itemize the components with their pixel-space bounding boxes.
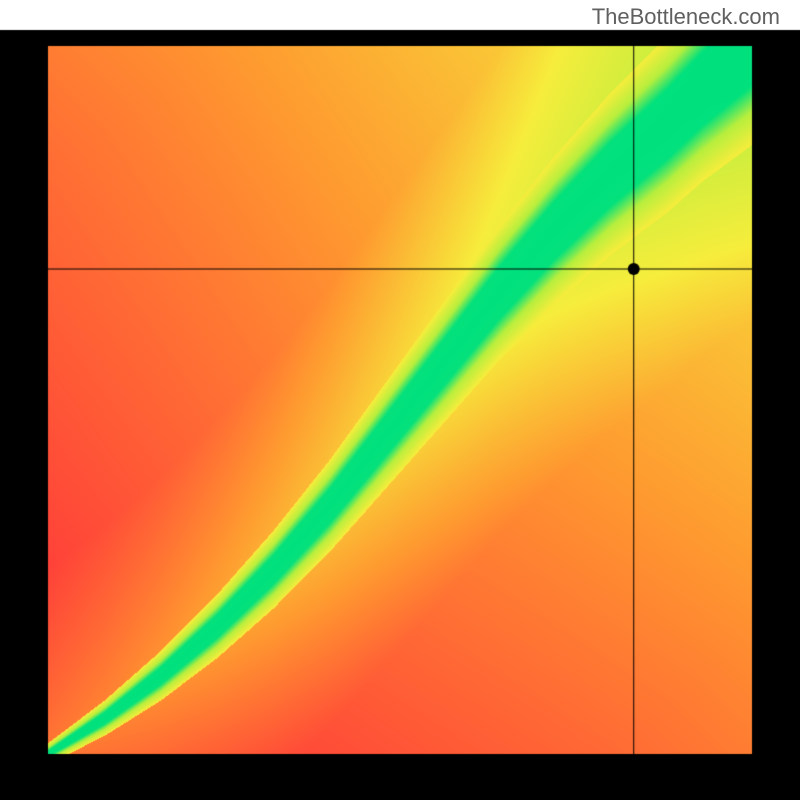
heatmap-canvas <box>0 0 800 800</box>
chart-container: TheBottleneck.com <box>0 0 800 800</box>
attribution-text: TheBottleneck.com <box>592 4 780 30</box>
